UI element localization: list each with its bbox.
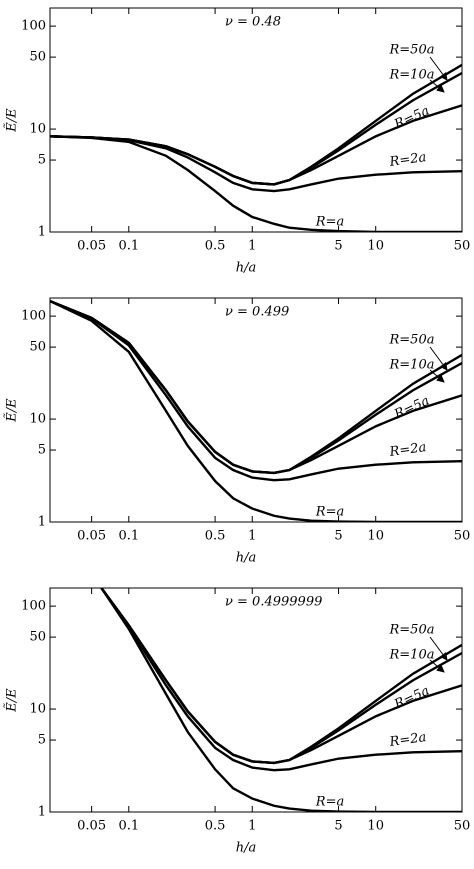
y-tick-label: 10 — [29, 122, 46, 137]
y-tick-label: 10 — [29, 412, 46, 427]
arrow — [429, 369, 445, 383]
curve — [50, 135, 462, 232]
y-tick-label: 5 — [38, 443, 46, 458]
y-tick-label: 1 — [38, 515, 46, 530]
y-tick-label: 100 — [21, 19, 46, 34]
curve-label: R=a — [315, 795, 344, 810]
curve-label: R=2a — [388, 730, 427, 750]
curve — [50, 299, 462, 482]
curve — [100, 588, 462, 765]
x-tick-label: 0.1 — [118, 529, 139, 544]
plot-frame — [49, 587, 463, 813]
x-tick-label: 0.05 — [77, 819, 106, 834]
curve-label: R=50a — [389, 43, 435, 58]
annotation: ν = 0.499 — [225, 305, 289, 320]
x-tick-label: 1 — [248, 239, 256, 254]
y-axis-label: Ẽ/E — [4, 688, 20, 713]
x-tick-label: 5 — [334, 529, 342, 544]
x-tick-label: 50 — [454, 529, 471, 544]
x-tick-label: 0.5 — [205, 239, 226, 254]
curve — [100, 588, 462, 772]
y-tick-label: 1 — [38, 225, 46, 240]
x-tick-label: 0.05 — [77, 239, 106, 254]
curve-label: R=5a — [391, 683, 432, 713]
x-tick-label: 0.1 — [118, 819, 139, 834]
curve-label: R=10a — [389, 68, 435, 83]
curve-label: R=5a — [391, 393, 432, 423]
x-tick-label: 10 — [367, 529, 384, 544]
x-tick-label: 0.5 — [205, 529, 226, 544]
panel: 0.05 0.1 0.5 1 5 10 50 1 5 10 50 100 h/a Ẽ/E ν = 0.499… — [4, 297, 471, 566]
panel: 0.05 0.1 0.5 1 5 10 50 1 5 10 50 100 h/a Ẽ/E ν = 0.48 R… — [4, 7, 471, 276]
y-tick-label: 5 — [38, 153, 46, 168]
curve — [100, 588, 462, 812]
x-axis-label: h/a — [236, 551, 257, 566]
curve-label: R=a — [315, 505, 344, 520]
x-tick-label: 10 — [367, 239, 384, 254]
x-tick-label: 50 — [454, 819, 471, 834]
curve-label: R=10a — [389, 648, 435, 663]
y-tick-label: 10 — [29, 702, 46, 717]
curve-label: R=5a — [391, 103, 432, 133]
y-tick-label: 100 — [21, 599, 46, 614]
curve-label: R=10a — [389, 358, 435, 373]
x-tick-label: 0.5 — [205, 819, 226, 834]
curve-label: R=2a — [388, 150, 427, 170]
curve-label: R=a — [315, 215, 344, 230]
panel: 0.05 0.1 0.5 1 5 10 50 1 5 10 50 100 h/a Ẽ/E ν = 0.499… — [4, 587, 471, 856]
y-tick-label: 5 — [38, 733, 46, 748]
x-axis-label: h/a — [236, 841, 257, 856]
x-axis-label: h/a — [236, 261, 257, 276]
x-tick-label: 50 — [454, 239, 471, 254]
x-tick-label: 1 — [248, 819, 256, 834]
plot-frame — [49, 7, 463, 233]
arrow — [429, 56, 448, 81]
curve — [50, 299, 462, 475]
x-tick-label: 1 — [248, 529, 256, 544]
y-axis-label: Ẽ/E — [4, 108, 20, 133]
annotation: ν = 0.48 — [225, 15, 281, 30]
arrow — [429, 636, 448, 661]
y-tick-label: 1 — [38, 805, 46, 820]
arrow — [429, 346, 448, 371]
annotation: ν = 0.4999999 — [225, 595, 322, 610]
y-tick-label: 50 — [29, 340, 46, 355]
curve — [50, 299, 462, 522]
curve-label: R=2a — [388, 440, 427, 460]
arrow — [429, 79, 445, 93]
y-axis-label: Ẽ/E — [4, 398, 20, 423]
y-tick-label: 50 — [29, 630, 46, 645]
arrow — [429, 659, 445, 673]
x-tick-label: 0.05 — [77, 529, 106, 544]
y-tick-label: 100 — [21, 309, 46, 324]
x-tick-label: 0.1 — [118, 239, 139, 254]
curve-label: R=50a — [389, 623, 435, 638]
plot-frame — [49, 297, 463, 523]
x-tick-label: 5 — [334, 239, 342, 254]
y-tick-label: 50 — [29, 50, 46, 65]
curve-label: R=50a — [389, 333, 435, 348]
curve — [50, 63, 462, 186]
x-tick-label: 10 — [367, 819, 384, 834]
x-tick-label: 5 — [334, 819, 342, 834]
